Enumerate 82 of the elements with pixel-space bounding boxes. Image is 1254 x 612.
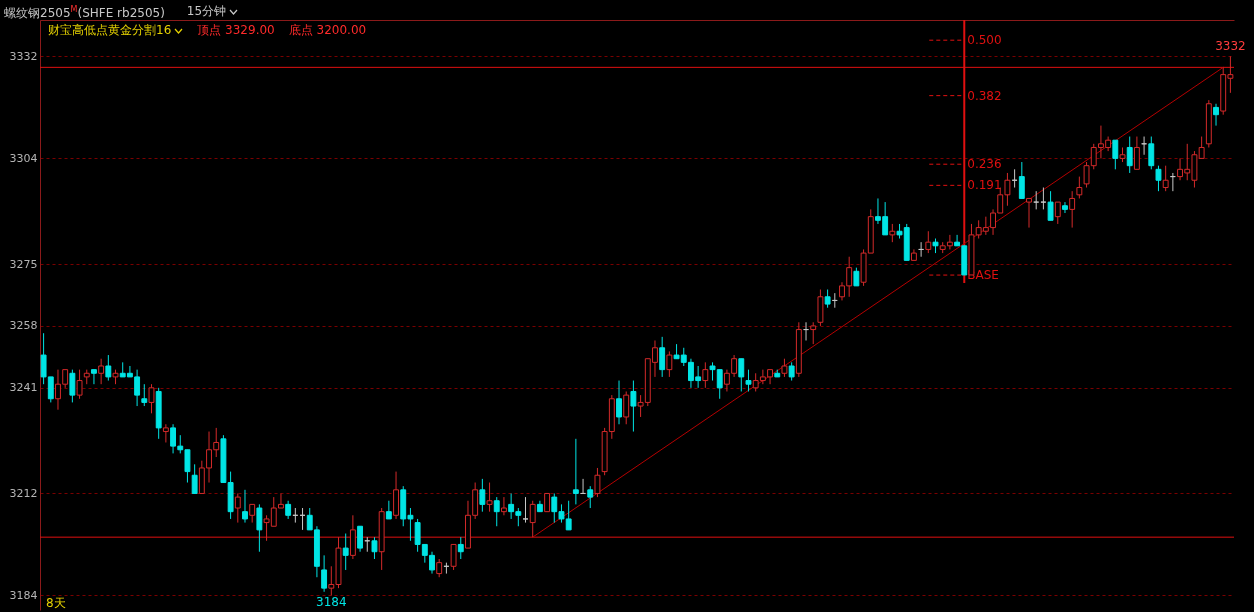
candlestick <box>745 369 752 392</box>
candlestick <box>493 496 500 527</box>
annotation: 8天 <box>46 596 66 610</box>
candlestick <box>1018 161 1025 199</box>
candlestick <box>529 500 536 538</box>
candlestick <box>1162 165 1169 192</box>
candlestick <box>738 358 745 392</box>
candlestick <box>889 223 896 243</box>
candlestick <box>436 558 443 578</box>
candlestick <box>385 500 392 520</box>
candlestick <box>1126 136 1133 174</box>
candlestick <box>357 525 364 553</box>
ref-line-label: 0.382 <box>967 88 1002 103</box>
chart-subtitle: 15分钟 <box>186 4 227 19</box>
candlestick <box>1148 136 1155 170</box>
candlestick <box>1040 187 1047 210</box>
candlestick <box>1033 190 1040 210</box>
candlestick <box>141 383 148 407</box>
candlestick <box>666 350 673 378</box>
candlestick <box>1133 136 1140 170</box>
candlestick <box>853 267 860 287</box>
annotation: 顶点 3329.00 <box>197 23 275 38</box>
candlestick <box>162 423 169 443</box>
candlestick <box>587 485 594 509</box>
candlestick <box>321 554 328 593</box>
y-tick-label: 3304 <box>9 151 38 165</box>
y-tick-label: 3212 <box>9 486 38 500</box>
candlestick <box>486 482 493 513</box>
candlestick <box>616 380 622 425</box>
candlestick <box>594 467 601 498</box>
candlestick <box>925 230 932 254</box>
candlestick <box>371 536 378 560</box>
candlestick <box>659 336 666 378</box>
y-tick-label: 3258 <box>9 319 38 333</box>
candlestick <box>1047 190 1054 221</box>
candlestick <box>824 289 831 309</box>
candlestick <box>1054 201 1061 225</box>
annotation: 财宝高低点黄金分割16 <box>48 23 172 38</box>
candlestick <box>810 321 817 345</box>
candlestick <box>285 500 292 520</box>
candlestick <box>1069 190 1076 229</box>
candlestick <box>249 503 256 524</box>
candlestick <box>630 380 637 433</box>
candlestick <box>256 503 263 553</box>
y-tick-label: 3332 <box>9 49 38 63</box>
candlestick <box>91 369 97 385</box>
candlestick <box>479 478 486 513</box>
ref-line-label: 0.191 <box>967 178 1002 193</box>
candlestick <box>1213 103 1219 127</box>
candlestick <box>702 361 709 389</box>
candlestick <box>1026 197 1032 229</box>
candlestick <box>781 358 788 378</box>
candlestick <box>191 463 198 494</box>
candlestick <box>69 369 76 403</box>
candlestick <box>1155 165 1162 192</box>
y-tick-label: 3184 <box>9 588 38 602</box>
candlestick <box>1076 176 1083 199</box>
candlestick <box>1112 139 1119 170</box>
candlestick <box>500 496 507 516</box>
candlestick <box>76 369 83 400</box>
candlestick <box>105 354 112 382</box>
candlestick <box>457 536 464 560</box>
candlestick <box>148 383 155 414</box>
candlestick <box>623 390 630 425</box>
y-tick-label: 3241 <box>9 381 38 395</box>
candlestick <box>1062 201 1068 214</box>
candlestick <box>242 489 248 524</box>
annotation: 底点 3200.00 <box>288 23 367 38</box>
annotation: 3184 <box>316 595 347 610</box>
candlestick <box>522 496 529 524</box>
y-tick-label: 3275 <box>9 257 38 271</box>
candlestick <box>572 438 579 505</box>
ref-line-label: 0.236 <box>967 157 1002 172</box>
ref-line-label: 0.500 <box>967 33 1002 48</box>
chart-title: 螺纹钢2505$^{M}$(SHFE rb2505) <box>4 4 165 21</box>
candlestick <box>234 492 241 524</box>
candlestick <box>342 533 349 571</box>
annotation: 3332 <box>1215 39 1246 54</box>
candlestick <box>788 361 795 382</box>
candlestick <box>98 358 105 385</box>
candlestick <box>450 543 457 571</box>
candlestick <box>544 492 551 513</box>
